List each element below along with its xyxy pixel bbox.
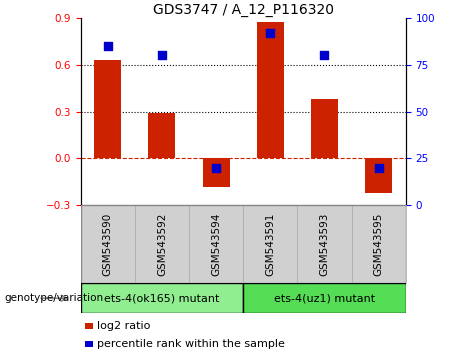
Bar (94, 60, 121, 159)
Text: percentile rank within the sample: percentile rank within the sample (97, 339, 285, 349)
Text: GSM543595: GSM543595 (373, 212, 384, 276)
Text: GSM543591: GSM543591 (265, 212, 275, 276)
Text: ets-4(ok165) mutant: ets-4(ok165) mutant (104, 293, 219, 303)
Text: GSM543592: GSM543592 (157, 212, 167, 276)
Bar (135, 205, 189, 283)
Bar (189, 205, 243, 283)
Bar (81, 205, 135, 283)
Point (104, 43, 112, 48)
Text: GSM543594: GSM543594 (211, 212, 221, 276)
Text: GSM543590: GSM543590 (103, 213, 113, 276)
Bar (243, 283, 406, 313)
Bar (365, 159, 392, 193)
Text: GSM543593: GSM543593 (319, 212, 330, 276)
Bar (352, 205, 406, 283)
Point (321, 52, 328, 58)
Bar (148, 113, 176, 159)
Text: genotype/variation: genotype/variation (5, 293, 104, 303)
Point (266, 30, 274, 35)
Bar (243, 205, 297, 283)
Point (213, 165, 220, 171)
Title: GDS3747 / A_12_P116320: GDS3747 / A_12_P116320 (153, 3, 334, 17)
Point (158, 52, 165, 58)
Bar (81, 283, 243, 313)
Point (375, 165, 382, 171)
Bar (297, 205, 352, 283)
Text: ets-4(uz1) mutant: ets-4(uz1) mutant (274, 293, 375, 303)
Bar (257, 22, 284, 159)
Text: log2 ratio: log2 ratio (97, 321, 151, 331)
Bar (311, 99, 338, 159)
Bar (202, 159, 230, 187)
